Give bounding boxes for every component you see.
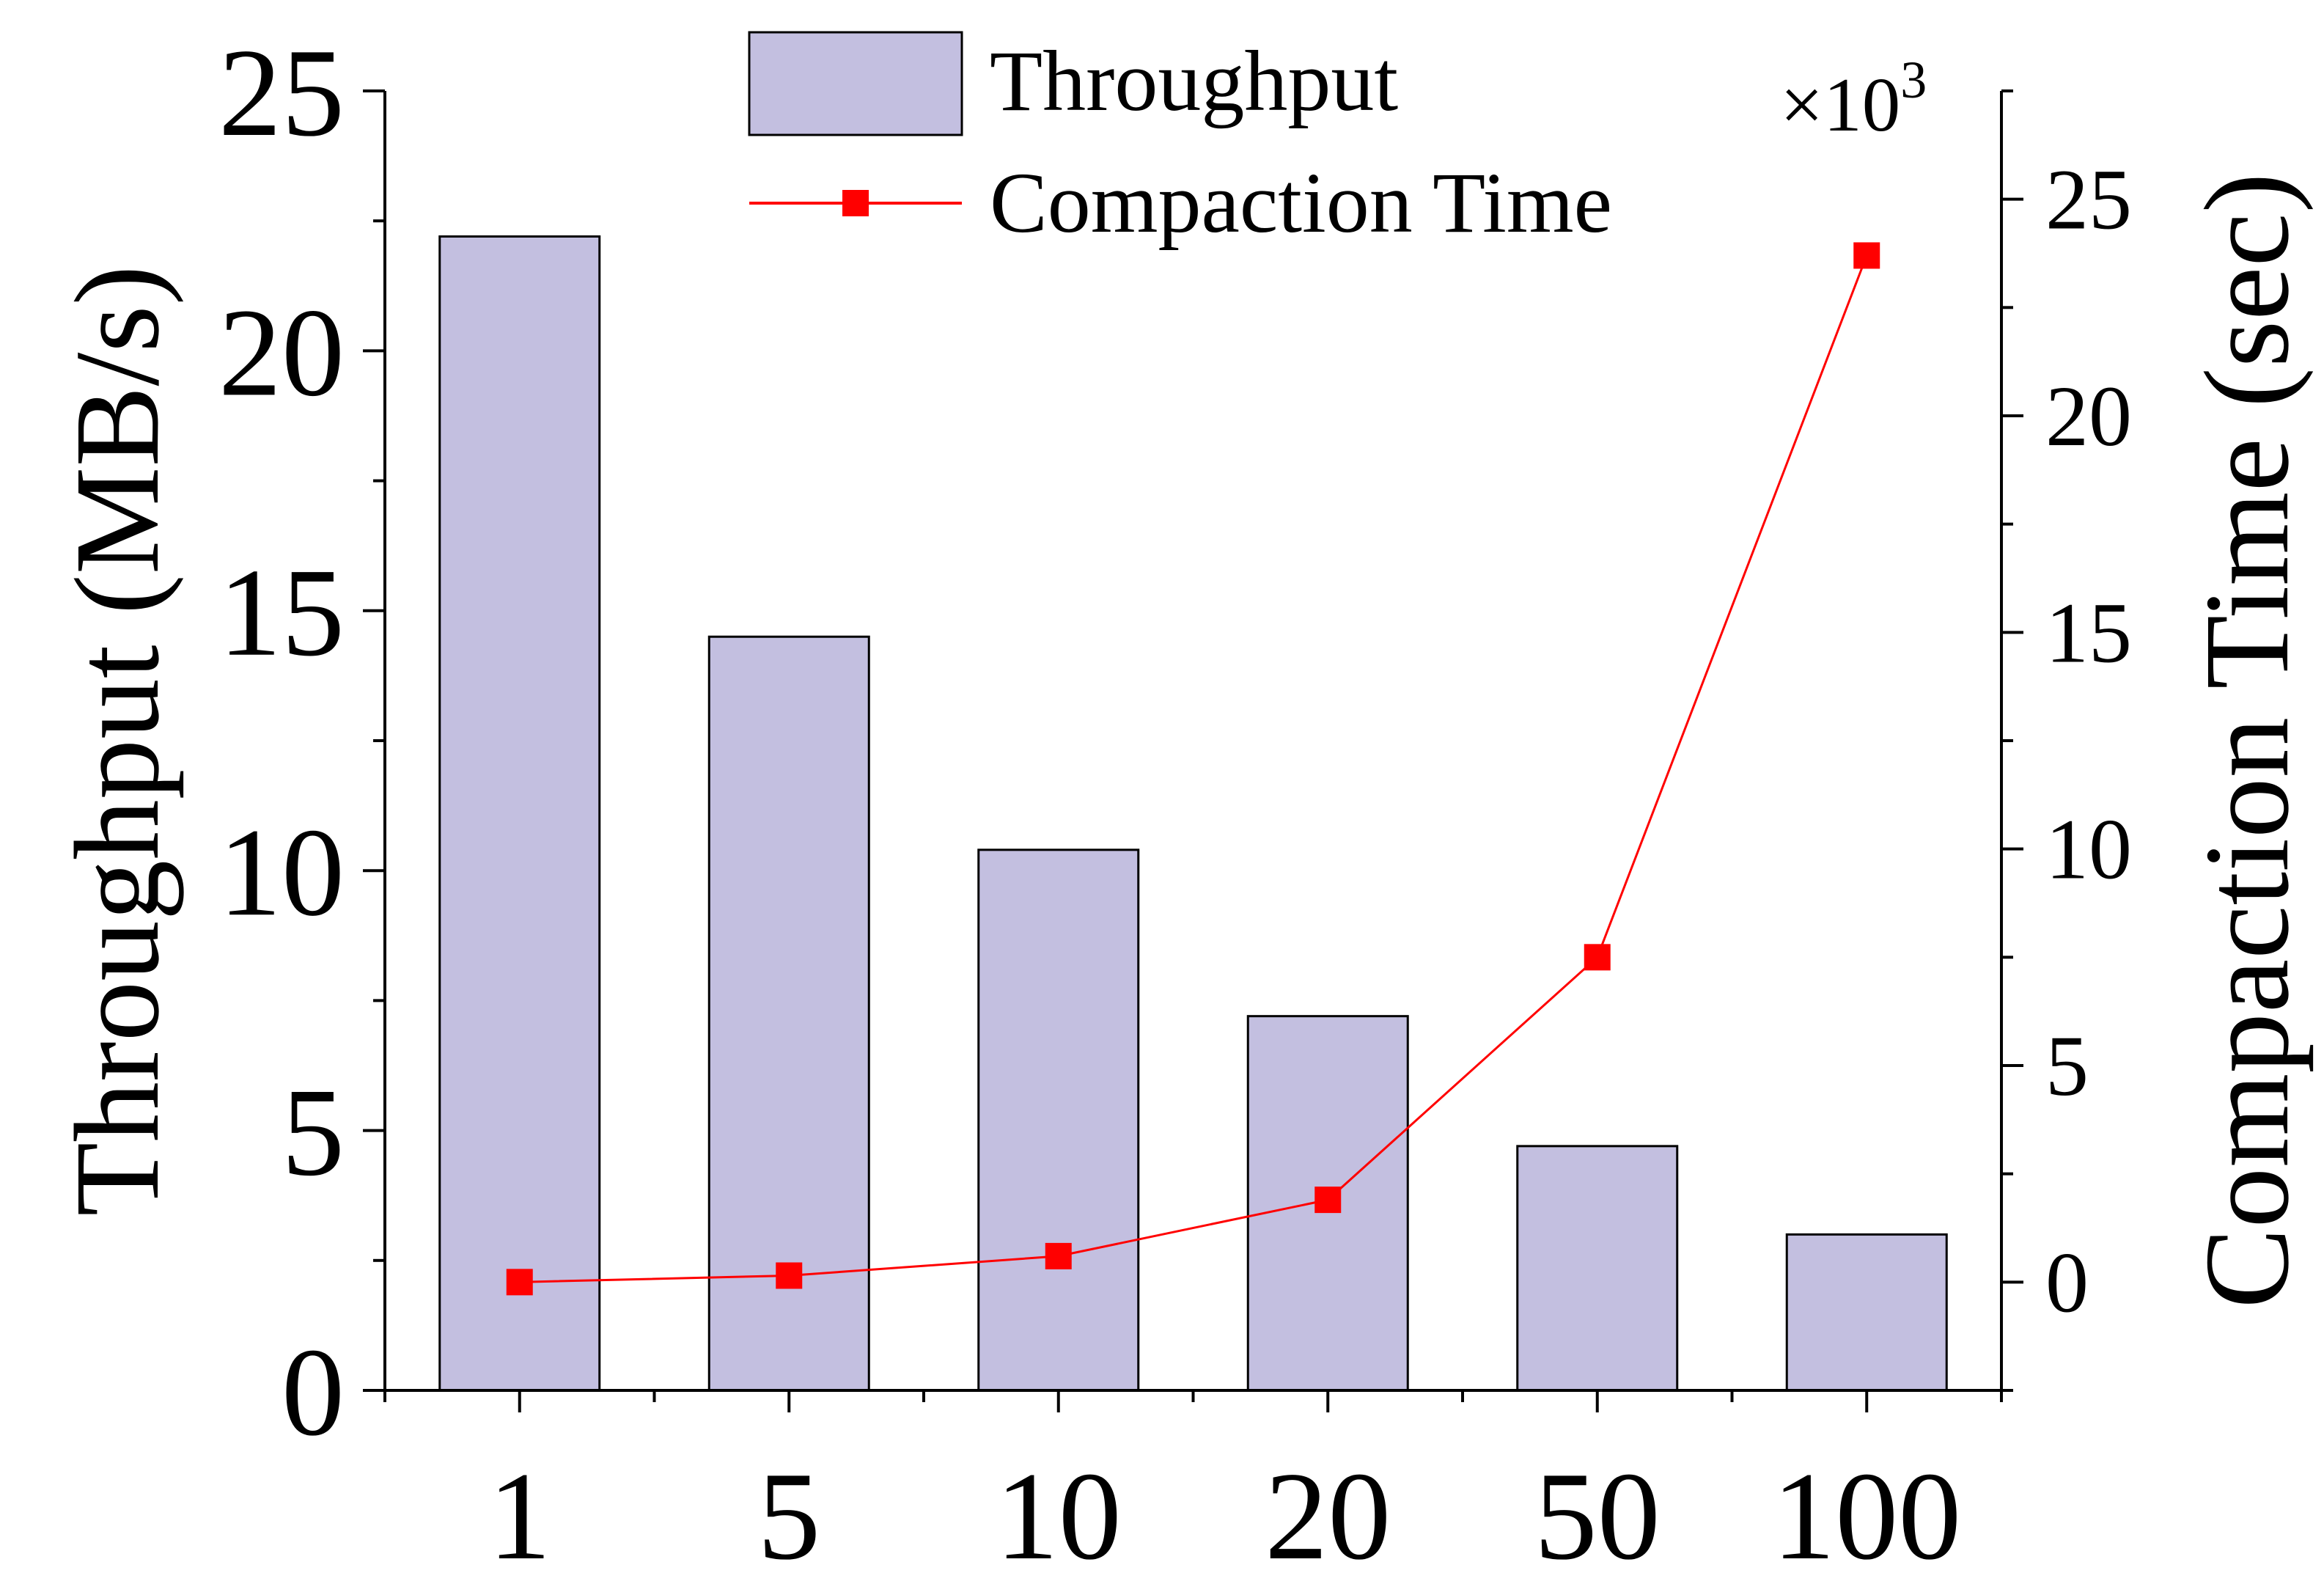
x-tick-label: 50 <box>1534 1447 1661 1586</box>
x-tick-label: 100 <box>1772 1447 1961 1586</box>
bar-10 <box>977 848 1140 1392</box>
bar-100 <box>1785 1233 1948 1392</box>
right-axis-multiplier: ×103 <box>1780 51 1927 147</box>
legend-label-throughput: Throughput <box>990 33 1398 129</box>
legend: Throughput Compaction Time <box>748 31 1612 251</box>
compaction-marker-5 <box>776 1262 803 1289</box>
legend-label-compaction: Compaction Time <box>990 155 1612 251</box>
left-tick-label: 0 <box>282 1323 345 1462</box>
right-tick-label: 10 <box>2045 802 2132 898</box>
compaction-marker-10 <box>1045 1242 1072 1269</box>
throughput-bars <box>438 235 1948 1392</box>
left-tick-label: 15 <box>218 543 345 683</box>
left-tick-label: 10 <box>218 803 345 942</box>
right-tick-label: 15 <box>2045 584 2132 681</box>
right-tick-label: 5 <box>2045 1018 2089 1114</box>
compaction-marker-20 <box>1314 1187 1342 1214</box>
legend-swatch-compaction-marker <box>842 190 869 216</box>
x-tick-label: 10 <box>996 1447 1122 1586</box>
compaction-time-series <box>506 242 1880 1296</box>
x-tick-label: 1 <box>488 1447 551 1586</box>
x-tick-label: 20 <box>1265 1447 1391 1586</box>
legend-swatch-throughput <box>748 31 963 136</box>
compaction-marker-100 <box>1853 242 1880 269</box>
right-tick-label: 0 <box>2045 1234 2089 1330</box>
bar-50 <box>1516 1145 1679 1392</box>
left-tick-label: 20 <box>218 283 345 422</box>
left-tick-label: 25 <box>218 23 345 163</box>
left-axis-title: Throughput (MB/s) <box>50 265 184 1216</box>
compaction-marker-1 <box>506 1269 533 1296</box>
right-tick-label: 20 <box>2045 368 2132 464</box>
compaction-time-line <box>519 254 1868 1283</box>
bar-1 <box>438 235 601 1392</box>
x-tick-label: 5 <box>757 1447 820 1586</box>
compaction-marker-50 <box>1584 944 1611 971</box>
right-axis-title: Compaction Time (sec) <box>2180 172 2314 1308</box>
left-tick-label: 5 <box>282 1063 345 1203</box>
right-tick-label: 25 <box>2045 152 2132 248</box>
